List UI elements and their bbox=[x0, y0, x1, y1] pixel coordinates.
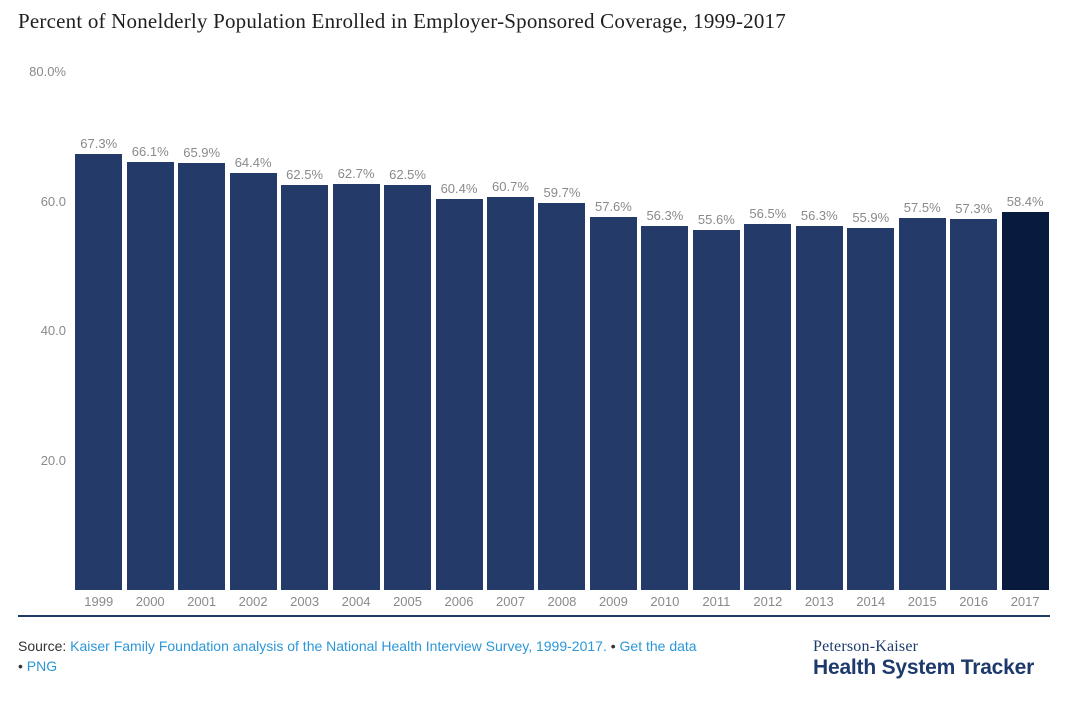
bar-value-label-2012: 56.5% bbox=[749, 206, 787, 222]
bar-slot-2014: 55.9% bbox=[845, 72, 896, 590]
x-axis-label-2010: 2010 bbox=[650, 594, 680, 609]
chart-title: Percent of Nonelderly Population Enrolle… bbox=[18, 9, 786, 33]
x-axis-label-2011: 2011 bbox=[702, 594, 731, 609]
bar-value-label-2008: 59.7% bbox=[543, 185, 581, 201]
bars-container: 67.3% 66.1% 65.9% 64.4% 62.5% 62.7% 62.5% 60.4%… bbox=[73, 72, 1051, 590]
logo-peterson-kaiser: Peterson-Kaiser bbox=[813, 638, 919, 655]
bar-slot-2005: 62.5% bbox=[382, 72, 433, 590]
get-the-data-link[interactable]: Get the data bbox=[619, 638, 697, 654]
source-link[interactable]: Kaiser Family Foundation analysis of the… bbox=[70, 638, 607, 654]
bar-2014[interactable] bbox=[847, 228, 895, 590]
bar-value-label-2007: 60.7% bbox=[492, 179, 529, 194]
x-axis-label-2003: 2003 bbox=[290, 594, 320, 609]
bar-2010[interactable] bbox=[641, 225, 689, 590]
bar-value-label-2014: 55.9% bbox=[852, 210, 890, 225]
bar-2001[interactable] bbox=[178, 163, 226, 590]
bar-slot-2012: 56.5% bbox=[742, 72, 793, 590]
bar-2009[interactable] bbox=[589, 217, 637, 590]
bar-value-label-2017: 58.4% bbox=[1006, 193, 1044, 209]
x-axis-label-2017: 2017 bbox=[1010, 594, 1040, 609]
bar-2016[interactable] bbox=[950, 219, 998, 590]
bar-slot-1999: 67.3% bbox=[73, 72, 124, 590]
bar-value-label-2015: 57.5% bbox=[903, 199, 941, 215]
bar-2002[interactable] bbox=[229, 173, 277, 590]
x-axis-label-2001: 2001 bbox=[187, 594, 217, 609]
x-axis-label-2012: 2012 bbox=[753, 594, 783, 609]
bar-1999[interactable] bbox=[75, 154, 123, 590]
bar-2011[interactable] bbox=[692, 230, 740, 590]
bar-slot-2016: 57.3% bbox=[948, 72, 999, 590]
bar-2004[interactable] bbox=[332, 184, 380, 590]
bar-value-label-2006: 60.4% bbox=[440, 180, 478, 196]
x-axis-line bbox=[18, 615, 1050, 617]
logo-health-system-tracker: Health System Tracker bbox=[813, 656, 1035, 679]
x-axis-label-2016: 2016 bbox=[959, 594, 989, 609]
x-axis-label-2014: 2014 bbox=[856, 594, 886, 609]
x-axis-label-2005: 2005 bbox=[393, 594, 422, 609]
x-axis-label-2004: 2004 bbox=[341, 594, 371, 609]
bar-2006[interactable] bbox=[435, 198, 483, 590]
bar-slot-2002: 64.4% bbox=[227, 72, 278, 590]
bar-2008[interactable] bbox=[538, 203, 586, 590]
bar-slot-2001: 65.9% bbox=[176, 72, 227, 590]
bar-value-label-1999: 67.3% bbox=[80, 136, 118, 152]
x-axis-label-2008: 2008 bbox=[547, 594, 577, 609]
bar-2003[interactable] bbox=[281, 185, 329, 590]
bar-slot-2007: 60.7% bbox=[485, 72, 536, 590]
x-axis-label-2009: 2009 bbox=[598, 594, 628, 609]
bar-value-label-2005: 62.5% bbox=[389, 167, 426, 183]
bullet-separator: • bbox=[610, 638, 616, 654]
bar-value-label-2001: 65.9% bbox=[183, 145, 221, 161]
bar-2007[interactable] bbox=[486, 197, 534, 590]
x-axis-label-2015: 2015 bbox=[907, 594, 937, 609]
bar-2013[interactable] bbox=[795, 225, 843, 590]
source-line-2: • PNG bbox=[18, 656, 758, 676]
bar-value-label-2004: 62.7% bbox=[337, 166, 375, 181]
bar-value-label-2009: 57.6% bbox=[594, 199, 632, 214]
bar-2017[interactable] bbox=[1001, 211, 1049, 590]
bar-slot-2015: 57.5% bbox=[897, 72, 948, 590]
bar-2012[interactable] bbox=[744, 224, 792, 590]
bar-2000[interactable] bbox=[126, 162, 174, 590]
bar-2005[interactable] bbox=[384, 185, 432, 590]
x-axis-labels: 1999 2000 2001 2002 2003 2004 2005 2006 2007 2008… bbox=[73, 594, 1051, 609]
bullet-separator: • bbox=[18, 658, 23, 674]
bar-value-label-2011: 55.6% bbox=[697, 212, 735, 227]
y-axis-label-40: 40.0 bbox=[40, 323, 66, 338]
bar-slot-2017: 58.4% bbox=[999, 72, 1050, 590]
bar-slot-2000: 66.1% bbox=[124, 72, 175, 590]
bar-slot-2009: 57.6% bbox=[588, 72, 639, 590]
bar-slot-2008: 59.7% bbox=[536, 72, 587, 590]
y-axis-label-20: 20.0 bbox=[40, 453, 66, 468]
png-link[interactable]: PNG bbox=[26, 658, 58, 674]
bar-value-label-2010: 56.3% bbox=[646, 207, 684, 223]
bar-slot-2003: 62.5% bbox=[279, 72, 330, 590]
bar-value-label-2016: 57.3% bbox=[955, 201, 993, 216]
x-axis-label-2013: 2013 bbox=[804, 594, 834, 609]
y-axis-label-80: 80.0% bbox=[29, 64, 66, 79]
x-axis-label-1999: 1999 bbox=[84, 594, 114, 609]
bar-value-label-2002: 64.4% bbox=[234, 155, 272, 170]
bar-value-label-2000: 66.1% bbox=[131, 144, 169, 159]
y-axis-label-60: 60.0 bbox=[40, 194, 66, 209]
health-system-tracker-logo[interactable]: Peterson-Kaiser Health System Tracker bbox=[813, 638, 1035, 680]
bar-value-label-2003: 62.5% bbox=[286, 167, 324, 183]
bar-slot-2011: 55.6% bbox=[691, 72, 742, 590]
bar-2015[interactable] bbox=[898, 217, 946, 590]
bar-slot-2010: 56.3% bbox=[639, 72, 690, 590]
x-axis-label-2002: 2002 bbox=[238, 594, 268, 609]
x-axis-label-2006: 2006 bbox=[444, 594, 474, 609]
bar-slot-2006: 60.4% bbox=[433, 72, 484, 590]
source-label: Source: bbox=[18, 638, 67, 654]
source-line-1: Source: Kaiser Family Foundation analysi… bbox=[18, 636, 758, 656]
bar-value-label-2013: 56.3% bbox=[800, 207, 838, 223]
x-axis-label-2007: 2007 bbox=[496, 594, 525, 609]
x-axis-label-2000: 2000 bbox=[135, 594, 165, 609]
bar-slot-2004: 62.7% bbox=[330, 72, 381, 590]
source-note: Source: Kaiser Family Foundation analysi… bbox=[18, 636, 758, 676]
bar-slot-2013: 56.3% bbox=[794, 72, 845, 590]
